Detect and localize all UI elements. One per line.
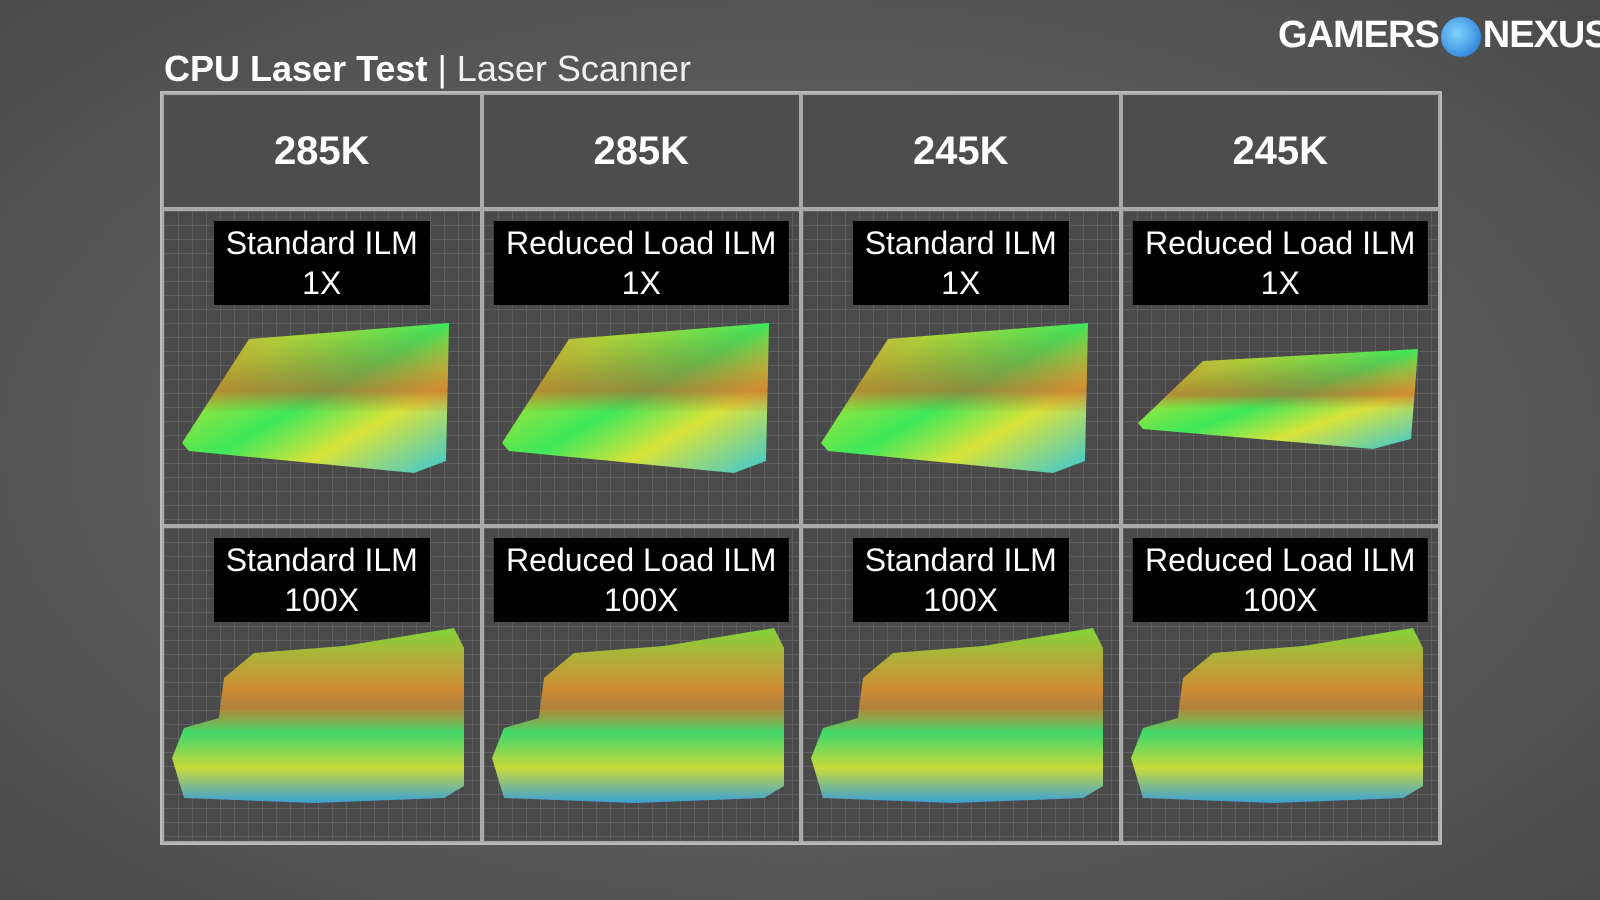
heat-band — [1130, 628, 1423, 803]
heat-band — [491, 628, 784, 803]
subtitle: Laser Scanner — [456, 48, 691, 89]
magnification: 100X — [1242, 582, 1318, 618]
logo-right: NEXUS — [1482, 14, 1600, 56]
scan-surface — [1137, 349, 1418, 449]
logo-icon — [1440, 16, 1481, 57]
scan-cell: Reduced Load ILM 1X — [481, 209, 801, 526]
column-header: 245K — [1120, 93, 1440, 209]
ilm-type: Standard ILM — [864, 225, 1057, 261]
ilm-type: Standard ILM — [864, 542, 1057, 578]
heat-band — [811, 628, 1103, 803]
cell-label: Standard ILM 1X — [852, 221, 1069, 305]
magnification: 1X — [621, 265, 661, 301]
magnification: 100X — [923, 582, 999, 618]
ilm-type: Reduced Load ILM — [506, 542, 777, 578]
scan-cell: Standard ILM 1X — [801, 209, 1121, 526]
heat-band — [182, 323, 449, 473]
scan-surface — [501, 323, 769, 473]
column-header: 285K — [481, 93, 801, 209]
ilm-type: Standard ILM — [225, 542, 418, 578]
scan-surface — [172, 628, 464, 803]
scan-surface — [811, 628, 1103, 803]
magnification: 1X — [941, 265, 981, 301]
ilm-type: Standard ILM — [225, 225, 418, 261]
logo-left: GAMERS — [1278, 14, 1440, 56]
comparison-grid: 285K 285K 245K 245K Standard ILM 1X Reduced Lo… — [160, 91, 1442, 845]
cell-label: Standard ILM 100X — [213, 538, 430, 622]
heat-band — [172, 628, 464, 803]
heat-band — [501, 323, 769, 473]
column-header: 285K — [162, 93, 482, 209]
heat-band — [1137, 349, 1418, 449]
magnification: 100X — [603, 582, 679, 618]
cell-label: Standard ILM 1X — [213, 221, 430, 305]
ilm-type: Reduced Load ILM — [1145, 542, 1416, 578]
scan-cell: Reduced Load ILM 100X — [481, 526, 801, 843]
heat-band — [821, 323, 1088, 473]
cell-label: Reduced Load ILM 1X — [1133, 221, 1428, 305]
scan-surface — [821, 323, 1088, 473]
scan-cell: Reduced Load ILM 1X — [1120, 209, 1440, 526]
scan-cell: Standard ILM 100X — [801, 526, 1121, 843]
ilm-type: Reduced Load ILM — [506, 225, 777, 261]
column-header: 245K — [801, 93, 1121, 209]
scan-surface — [182, 323, 449, 473]
cell-label: Standard ILM 100X — [852, 538, 1069, 622]
cell-label: Reduced Load ILM 100X — [494, 538, 789, 622]
scan-surface — [1130, 628, 1423, 803]
magnification: 1X — [1260, 265, 1300, 301]
scan-cell: Standard ILM 1X — [162, 209, 482, 526]
scan-cell: Standard ILM 100X — [162, 526, 482, 843]
scan-cell: Reduced Load ILM 100X — [1120, 526, 1440, 843]
cell-label: Reduced Load ILM 1X — [494, 221, 789, 305]
magnification: 1X — [302, 265, 342, 301]
scan-surface — [491, 628, 784, 803]
magnification: 100X — [284, 582, 360, 618]
divider: | — [437, 48, 447, 89]
title-text: CPU Laser Test — [164, 48, 428, 89]
logo: GAMERS NEXUS — [1278, 14, 1600, 57]
cell-label: Reduced Load ILM 100X — [1133, 538, 1428, 622]
title: CPU Laser Test | Laser Scanner — [164, 48, 691, 90]
ilm-type: Reduced Load ILM — [1145, 225, 1416, 261]
